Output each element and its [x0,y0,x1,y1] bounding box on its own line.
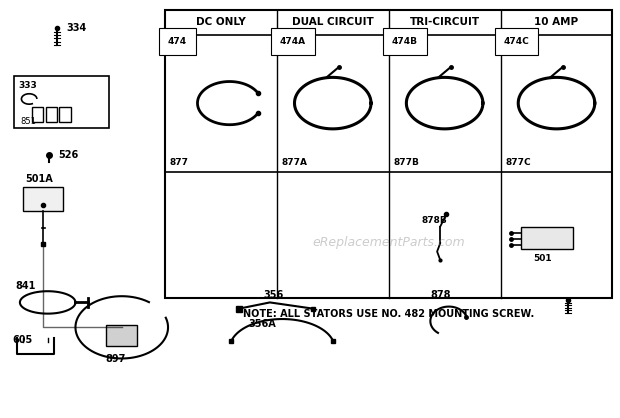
Text: 526: 526 [58,150,78,160]
Text: 474: 474 [168,37,187,46]
Text: 356A: 356A [248,319,276,329]
Text: 878: 878 [430,291,451,301]
Text: 334: 334 [66,23,86,33]
Text: 474A: 474A [280,37,306,46]
Text: TRI-CIRCUIT: TRI-CIRCUIT [410,17,480,27]
Bar [521,227,573,250]
Text: 877: 877 [170,158,189,167]
Text: 10 AMP: 10 AMP [534,17,578,27]
Text: 356: 356 [264,291,284,301]
Text: NOTE: ALL STATORS USE NO. 482 MOUNTING SCREW.: NOTE: ALL STATORS USE NO. 482 MOUNTING S… [243,308,534,319]
Text: eReplacementParts.com: eReplacementParts.com [312,236,466,249]
Text: 333: 333 [19,81,37,90]
Text: 877A: 877A [281,158,308,167]
Text: 877C: 877C [505,158,531,167]
Text: 501A: 501A [25,174,53,184]
Text: 851: 851 [20,117,36,126]
Bar [14,76,109,128]
Bar [60,107,71,122]
Text: 474B: 474B [392,37,418,46]
Text: 877B: 877B [394,158,420,167]
Bar [106,325,137,346]
Text: 841: 841 [15,281,35,291]
Text: 501: 501 [533,254,552,263]
Bar [32,107,43,122]
Text: DC ONLY: DC ONLY [196,17,246,27]
Text: 897: 897 [105,354,126,364]
Bar [165,10,613,298]
Text: DUAL CIRCUIT: DUAL CIRCUIT [292,17,374,27]
Text: 878B: 878B [422,216,448,224]
Text: 605: 605 [12,335,33,345]
Bar [46,107,57,122]
Bar [23,187,63,211]
Text: 474C: 474C [503,37,529,46]
